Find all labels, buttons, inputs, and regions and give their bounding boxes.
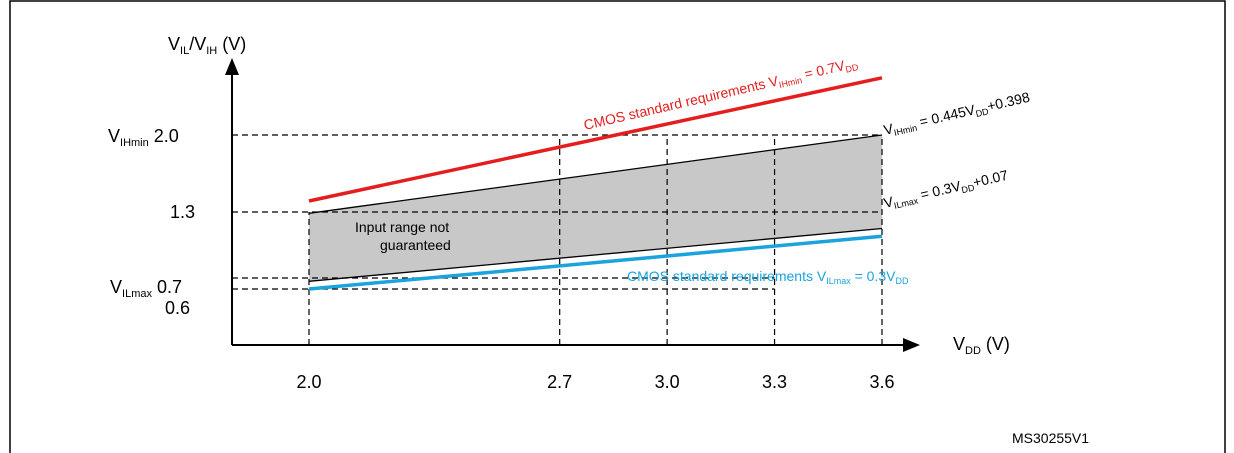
region-label-line1: Input range not: [355, 219, 449, 235]
y-tick-label: VIHmin 2.0: [108, 126, 179, 149]
series-vilmax-line: [308, 227, 883, 282]
annotation-cmos_ih: CMOS standard requirements VIHmin = 0.7V…: [582, 54, 860, 135]
y-tick-label: 1.3: [170, 202, 195, 222]
x-axis: [232, 338, 920, 352]
x-tick-label: 2.0: [296, 372, 321, 392]
region-label-line2: guaranteed: [380, 237, 451, 253]
annotation-cmos_il: CMOS standard requirements VILmax = 0.3V…: [627, 268, 909, 286]
x-tick-label: 3.6: [869, 372, 894, 392]
series-cmos_il-line: [308, 234, 883, 291]
y-tick-label: 0.6: [165, 298, 190, 318]
figure-border: [9, 0, 1226, 453]
y-axis-title: VIL/VIH (V): [168, 34, 246, 57]
annotation-vihmin: VIHmin = 0.445VDD+0.398: [882, 89, 1032, 140]
x-axis-arrow: [903, 338, 920, 352]
x-axis-title: VDD (V): [953, 334, 1010, 357]
x-tick-label: 3.0: [655, 372, 680, 392]
annotation-vilmax: VILmax = 0.3VDD+0.07: [882, 167, 1010, 213]
y-axis-arrow: [225, 58, 239, 75]
y-tick-label: VILmax 0.7: [110, 277, 182, 300]
x-tick-label: 3.3: [762, 372, 787, 392]
x-tick-label: 2.7: [547, 372, 572, 392]
figure-id: MS30255V1: [1012, 430, 1089, 446]
series-cmos_ih-line: [308, 76, 883, 203]
not-guaranteed-region: [309, 135, 882, 282]
y-axis: [225, 58, 239, 345]
series-vihmin-line: [308, 134, 883, 214]
